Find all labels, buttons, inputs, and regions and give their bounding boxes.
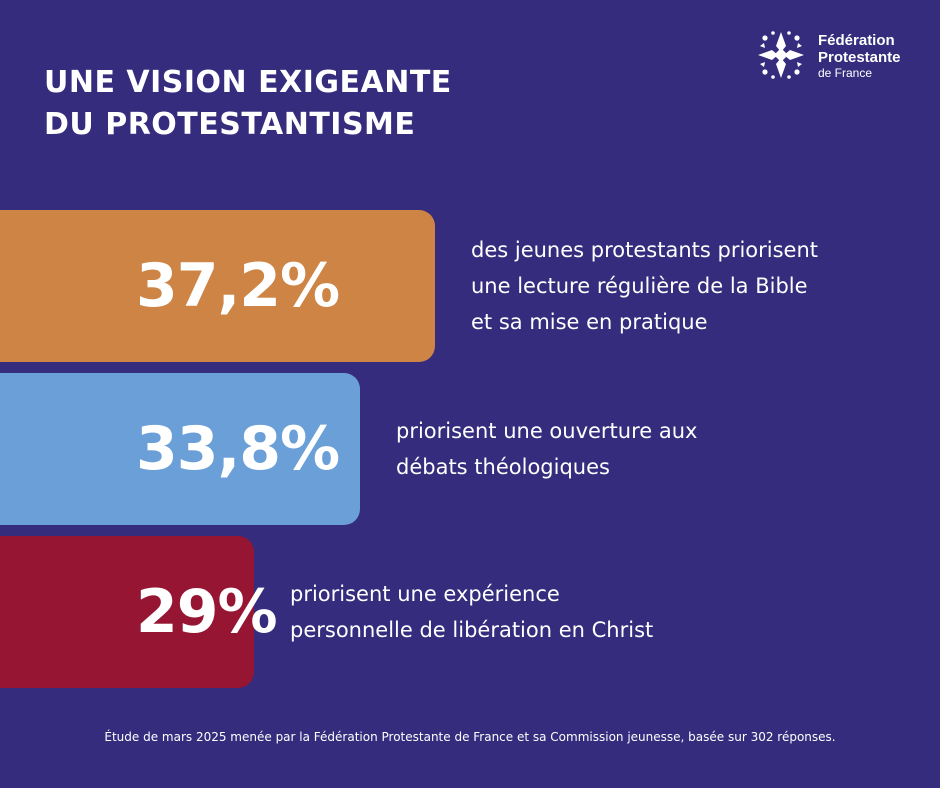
description-line: des jeunes protestants priorisent (471, 238, 819, 262)
description-line: priorisent une ouverture aux (396, 419, 698, 443)
logo-line-2: Protestante (818, 49, 901, 66)
study-footnote: Étude de mars 2025 menée par la Fédérati… (104, 730, 836, 744)
bar-bible-reading: 37,2% (0, 210, 435, 362)
description-line: personnelle de libération en Christ (290, 618, 654, 642)
bar-value-label: 29% (136, 577, 278, 647)
cross-star-logo-icon (758, 31, 804, 79)
bar-personal-liberation: 29% (0, 536, 278, 688)
bar-value-label: 33,8% (136, 414, 340, 484)
bar-value-label: 37,2% (136, 251, 340, 321)
title-line-1: UNE VISION EXIGEANTE (44, 65, 452, 100)
title-line-2: DU PROTESTANTISME (44, 107, 416, 142)
bar-description: des jeunes protestants priorisent une le… (471, 232, 901, 340)
bar-theological-debates: 33,8% (0, 373, 360, 525)
fpf-logo: Fédération Protestante de France (752, 26, 922, 86)
description-line: débats théologiques (396, 455, 610, 479)
logo-wordmark: Fédération Protestante de France (818, 32, 901, 80)
description-line: une lecture régulière de la Bible (471, 274, 808, 298)
page-title: UNE VISION EXIGEANTE DU PROTESTANTISME (44, 62, 564, 146)
logo-line-3: de France (818, 66, 873, 80)
bar-description: priorisent une ouverture aux débats théo… (396, 413, 826, 485)
description-line: et sa mise en pratique (471, 310, 708, 334)
bar-description: priorisent une expérience personnelle de… (290, 576, 720, 648)
logo-line-1: Fédération (818, 32, 895, 49)
description-line: priorisent une expérience (290, 582, 560, 606)
